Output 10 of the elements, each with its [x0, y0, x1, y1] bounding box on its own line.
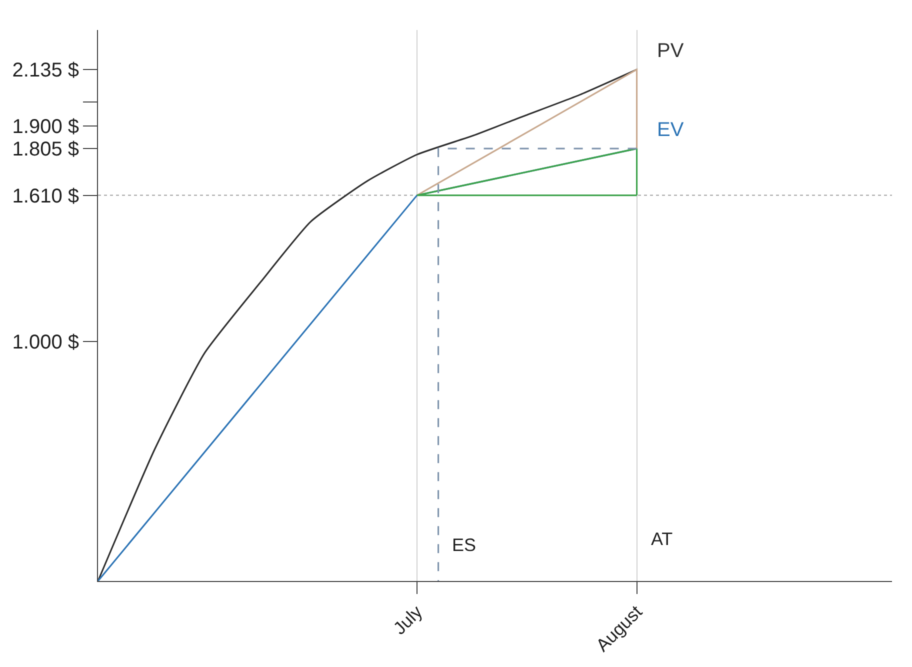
series-label: PV	[657, 40, 684, 62]
y-tick-label: 1.610 $	[12, 185, 79, 208]
y-tick-label: 1.900 $	[12, 116, 79, 138]
annotation: ES	[452, 535, 476, 555]
series-label: EV	[657, 119, 684, 141]
y-tick-label: 1.000 $	[12, 331, 79, 354]
x-tick-label: July	[389, 602, 426, 638]
y-tick-label: 2.135 $	[12, 60, 79, 82]
annotation: AT	[651, 529, 673, 549]
y-tick-label: 1.805 $	[12, 138, 79, 161]
